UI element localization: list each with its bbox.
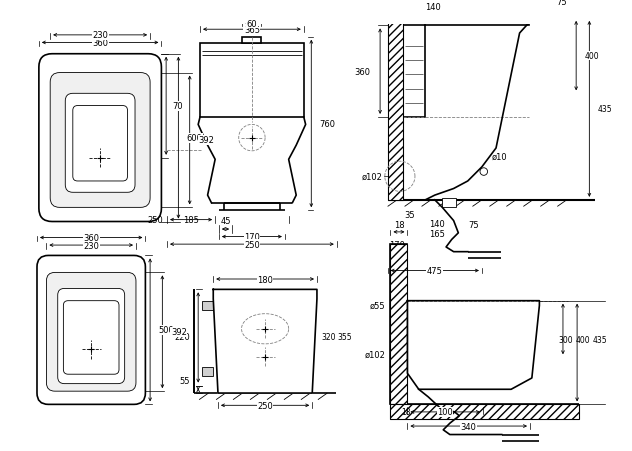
Text: 35: 35 [404, 210, 415, 219]
Text: 230: 230 [92, 31, 108, 40]
Text: 320: 320 [322, 332, 336, 341]
Text: 70: 70 [173, 102, 183, 111]
Text: ø55: ø55 [370, 301, 386, 310]
Text: ø102: ø102 [365, 350, 386, 359]
FancyBboxPatch shape [37, 256, 145, 405]
Bar [243, 38, 261, 44]
FancyBboxPatch shape [63, 301, 119, 374]
FancyBboxPatch shape [65, 94, 135, 193]
Text: 250: 250 [147, 216, 163, 225]
Text: 230: 230 [83, 241, 99, 250]
FancyBboxPatch shape [58, 289, 125, 384]
Bar [202, 367, 213, 376]
Text: 75: 75 [468, 221, 478, 230]
FancyBboxPatch shape [46, 273, 136, 391]
Text: 355: 355 [337, 332, 352, 341]
Text: ø10: ø10 [491, 152, 507, 161]
Text: 220: 220 [174, 332, 190, 341]
Text: 365: 365 [244, 26, 260, 35]
FancyBboxPatch shape [73, 106, 128, 182]
FancyBboxPatch shape [50, 74, 150, 208]
Text: 75: 75 [557, 0, 568, 7]
Text: 250: 250 [257, 401, 273, 410]
Text: 400: 400 [585, 52, 599, 61]
Bar [202, 301, 213, 310]
Text: 45: 45 [221, 217, 231, 226]
Text: 435: 435 [592, 335, 607, 344]
Text: 170: 170 [244, 233, 260, 242]
Text: 475: 475 [427, 267, 442, 276]
Text: 360: 360 [92, 39, 108, 48]
Text: 180: 180 [257, 275, 273, 284]
Text: 360: 360 [355, 68, 371, 77]
Text: 360: 360 [83, 234, 99, 243]
Text: 140: 140 [425, 4, 441, 12]
Text: 18: 18 [401, 408, 410, 416]
Text: 500: 500 [159, 326, 174, 335]
Text: 250: 250 [244, 240, 260, 249]
Text: 18: 18 [394, 221, 404, 230]
Bar [442, 198, 456, 208]
Polygon shape [408, 301, 539, 389]
Text: 165: 165 [429, 229, 445, 238]
FancyBboxPatch shape [39, 55, 161, 222]
Text: 140: 140 [429, 220, 445, 229]
Text: 55: 55 [179, 377, 190, 386]
Text: 185: 185 [183, 216, 199, 225]
Polygon shape [213, 290, 317, 393]
Text: 300: 300 [558, 335, 573, 344]
Bar [387, 12, 403, 200]
Bar [391, 405, 579, 419]
Bar [391, 244, 408, 405]
Bar [425, 19, 529, 27]
Text: 392: 392 [171, 327, 186, 336]
Text: 400: 400 [575, 335, 590, 344]
Text: 760: 760 [320, 120, 336, 129]
Text: ø102: ø102 [362, 172, 383, 181]
Text: 600: 600 [187, 134, 203, 143]
Text: 392: 392 [198, 136, 214, 145]
Bar [391, 244, 408, 405]
Text: 100: 100 [437, 408, 453, 416]
Bar [403, 27, 425, 118]
Bar [200, 44, 304, 118]
Text: 170: 170 [389, 240, 405, 249]
Text: 435: 435 [598, 105, 612, 114]
Text: 340: 340 [461, 422, 477, 431]
Text: 210: 210 [389, 252, 405, 261]
Text: 60: 60 [246, 20, 257, 29]
